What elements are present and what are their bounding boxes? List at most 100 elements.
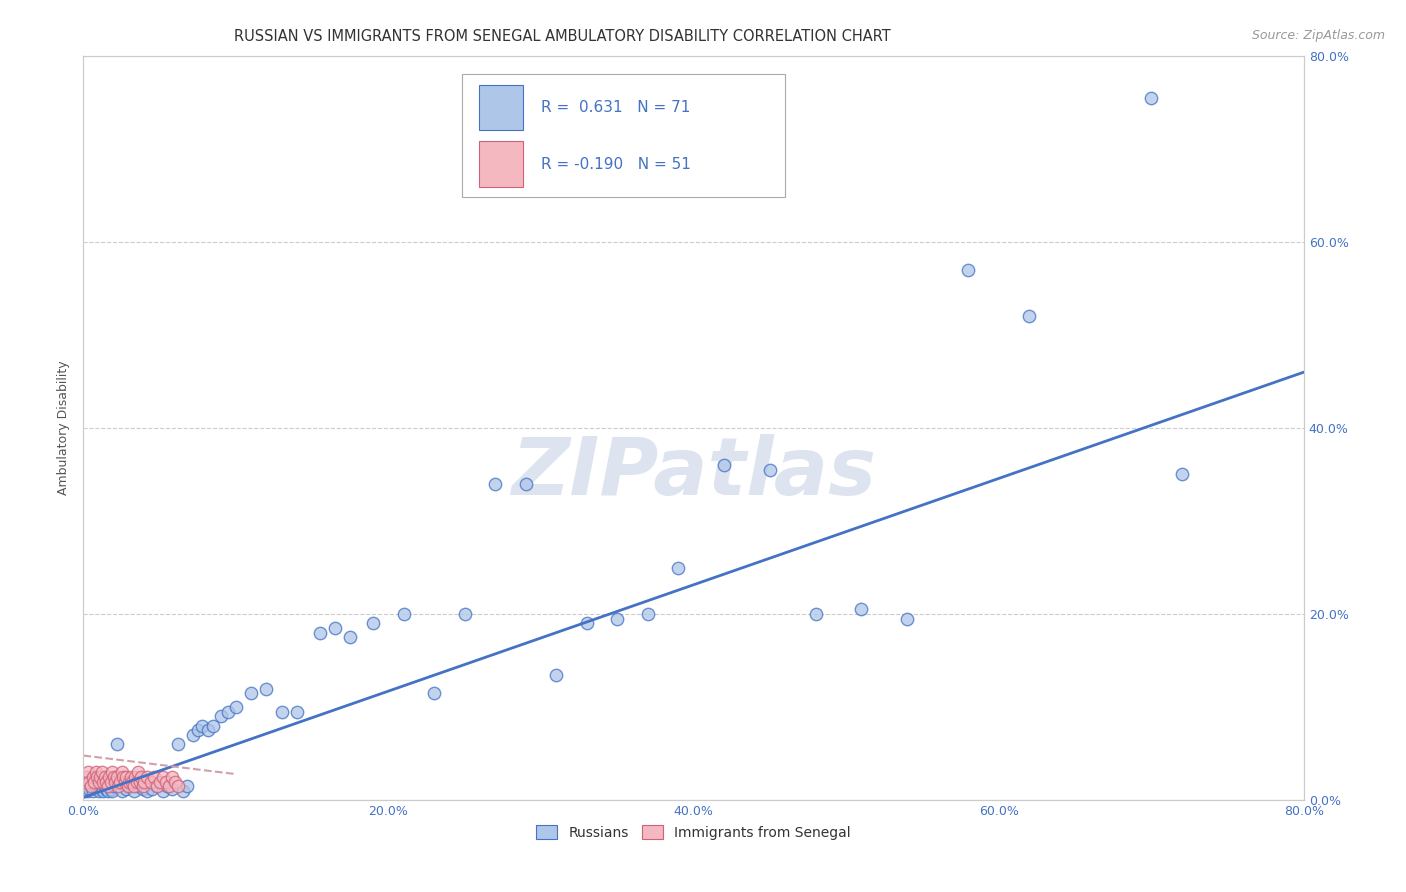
Point bbox=[79, 782, 101, 797]
Point bbox=[454, 607, 477, 621]
Point bbox=[80, 779, 103, 793]
Point bbox=[100, 782, 122, 797]
Point bbox=[110, 784, 132, 798]
Point bbox=[134, 774, 156, 789]
Point bbox=[546, 667, 568, 681]
Point bbox=[1018, 310, 1040, 324]
Point bbox=[270, 705, 292, 719]
Point bbox=[957, 262, 980, 277]
Point bbox=[156, 779, 179, 793]
Point bbox=[86, 770, 108, 784]
Point bbox=[225, 700, 247, 714]
Point bbox=[73, 784, 96, 798]
Point bbox=[93, 770, 115, 784]
Point bbox=[308, 625, 330, 640]
Point bbox=[96, 782, 118, 797]
Point bbox=[101, 765, 124, 780]
Point bbox=[575, 616, 598, 631]
Point bbox=[176, 779, 198, 793]
Point bbox=[145, 779, 167, 793]
Point bbox=[141, 782, 163, 797]
Point bbox=[103, 779, 125, 793]
Point bbox=[152, 770, 174, 784]
Point bbox=[209, 709, 232, 723]
FancyBboxPatch shape bbox=[461, 74, 785, 197]
Point bbox=[1140, 90, 1163, 104]
Point bbox=[101, 784, 124, 798]
Point bbox=[93, 779, 115, 793]
FancyBboxPatch shape bbox=[479, 85, 523, 130]
Point bbox=[77, 784, 100, 798]
Point bbox=[197, 723, 219, 738]
Point bbox=[127, 779, 149, 793]
Point bbox=[82, 784, 104, 798]
Point bbox=[117, 779, 139, 793]
Point bbox=[515, 476, 537, 491]
Point bbox=[90, 782, 112, 797]
Point bbox=[114, 774, 136, 789]
Y-axis label: Ambulatory Disability: Ambulatory Disability bbox=[58, 360, 70, 495]
Point bbox=[91, 784, 114, 798]
Point bbox=[77, 765, 100, 780]
Point bbox=[851, 602, 873, 616]
Point bbox=[128, 774, 150, 789]
Point bbox=[84, 779, 107, 793]
Point bbox=[167, 737, 190, 751]
Point bbox=[423, 686, 446, 700]
Point bbox=[87, 774, 110, 789]
Point bbox=[100, 774, 122, 789]
Point bbox=[121, 774, 143, 789]
Point bbox=[181, 728, 204, 742]
Point bbox=[105, 770, 128, 784]
Point bbox=[323, 621, 346, 635]
Point bbox=[896, 612, 918, 626]
Point bbox=[136, 770, 159, 784]
Point bbox=[89, 770, 111, 784]
Point bbox=[107, 779, 129, 793]
Point bbox=[98, 770, 121, 784]
Point bbox=[86, 782, 108, 797]
Text: R = -0.190   N = 51: R = -0.190 N = 51 bbox=[541, 156, 690, 171]
Point bbox=[118, 779, 141, 793]
Point bbox=[112, 770, 135, 784]
Point bbox=[217, 705, 239, 719]
Point bbox=[125, 774, 148, 789]
Point bbox=[80, 779, 103, 793]
Point bbox=[97, 779, 120, 793]
Point bbox=[132, 779, 155, 793]
Point bbox=[131, 770, 153, 784]
Point bbox=[89, 779, 111, 793]
Point bbox=[124, 770, 146, 784]
Point bbox=[484, 476, 506, 491]
Point bbox=[79, 774, 101, 789]
Point bbox=[160, 770, 183, 784]
Point bbox=[82, 770, 104, 784]
FancyBboxPatch shape bbox=[479, 141, 523, 186]
Point bbox=[668, 560, 690, 574]
Point bbox=[105, 737, 128, 751]
Text: Source: ZipAtlas.com: Source: ZipAtlas.com bbox=[1251, 29, 1385, 42]
Point bbox=[202, 719, 225, 733]
Point bbox=[392, 607, 415, 621]
Point bbox=[108, 774, 131, 789]
Point bbox=[637, 607, 659, 621]
Point bbox=[103, 770, 125, 784]
Point bbox=[75, 770, 97, 784]
Point bbox=[713, 458, 735, 472]
Point bbox=[127, 765, 149, 780]
Point bbox=[75, 779, 97, 793]
Point bbox=[122, 784, 145, 798]
Point bbox=[120, 770, 142, 784]
Text: RUSSIAN VS IMMIGRANTS FROM SENEGAL AMBULATORY DISABILITY CORRELATION CHART: RUSSIAN VS IMMIGRANTS FROM SENEGAL AMBUL… bbox=[233, 29, 891, 44]
Point bbox=[187, 723, 209, 738]
Point bbox=[157, 779, 180, 793]
Point bbox=[98, 779, 121, 793]
Point bbox=[122, 779, 145, 793]
Point bbox=[606, 612, 628, 626]
Point bbox=[149, 774, 172, 789]
Point bbox=[804, 607, 827, 621]
Point bbox=[142, 770, 165, 784]
Point bbox=[163, 774, 186, 789]
Point bbox=[240, 686, 263, 700]
Point bbox=[104, 774, 127, 789]
